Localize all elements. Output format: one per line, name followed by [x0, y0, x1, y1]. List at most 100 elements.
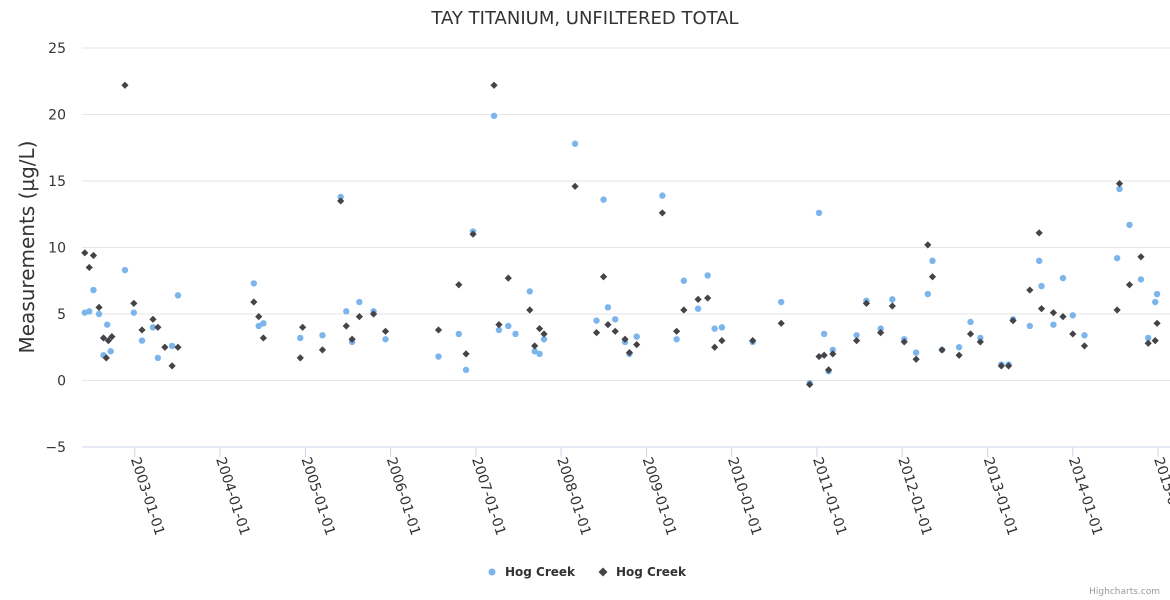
data-point-diamond[interactable]: [342, 322, 350, 330]
data-point-diamond[interactable]: [161, 343, 169, 351]
data-point-diamond[interactable]: [531, 342, 539, 350]
data-point-circle[interactable]: [138, 337, 146, 344]
data-point-circle[interactable]: [255, 322, 262, 330]
data-point-diamond[interactable]: [99, 334, 108, 342]
data-point-diamond[interactable]: [318, 346, 327, 354]
data-point-diamond[interactable]: [1035, 229, 1043, 237]
data-point-circle[interactable]: [659, 192, 666, 199]
data-point-diamond[interactable]: [174, 343, 182, 351]
data-point-diamond[interactable]: [777, 319, 785, 327]
data-point-diamond[interactable]: [1153, 319, 1161, 327]
data-point-circle[interactable]: [174, 292, 182, 299]
data-point-circle[interactable]: [929, 257, 936, 264]
data-point-circle[interactable]: [673, 336, 680, 343]
data-point-diamond[interactable]: [1115, 180, 1124, 188]
data-point-diamond[interactable]: [104, 337, 112, 345]
data-point-circle[interactable]: [86, 308, 93, 315]
data-point-diamond[interactable]: [658, 209, 666, 217]
data-point-diamond[interactable]: [1049, 309, 1058, 317]
data-point-diamond[interactable]: [829, 350, 837, 358]
data-point-circle[interactable]: [250, 280, 258, 287]
data-point-diamond[interactable]: [877, 329, 885, 337]
data-point-diamond[interactable]: [928, 273, 937, 281]
data-point-diamond[interactable]: [1026, 286, 1034, 294]
legend-label-series-1[interactable]: Hog Creek: [505, 565, 576, 579]
data-point-circle[interactable]: [924, 290, 932, 298]
data-point-circle[interactable]: [435, 353, 442, 360]
data-point-circle[interactable]: [718, 324, 726, 331]
data-point-diamond[interactable]: [571, 182, 579, 190]
data-point-diamond[interactable]: [806, 380, 814, 389]
data-point-diamond[interactable]: [704, 294, 712, 302]
data-point-diamond[interactable]: [1004, 362, 1013, 370]
data-point-diamond[interactable]: [749, 337, 757, 345]
data-point-circle[interactable]: [168, 342, 176, 350]
data-point-circle[interactable]: [512, 330, 519, 338]
data-point-circle[interactable]: [1035, 257, 1043, 264]
data-point-diamond[interactable]: [296, 354, 304, 362]
data-point-circle[interactable]: [889, 296, 896, 303]
data-point-diamond[interactable]: [633, 340, 641, 349]
data-point-diamond[interactable]: [102, 354, 110, 362]
data-point-diamond[interactable]: [938, 346, 946, 354]
data-point-circle[interactable]: [694, 305, 702, 312]
data-point-circle[interactable]: [853, 332, 860, 339]
data-point-circle[interactable]: [540, 336, 548, 343]
data-point-circle[interactable]: [1126, 221, 1133, 229]
data-point-diamond[interactable]: [815, 352, 823, 361]
data-point-circle[interactable]: [382, 336, 389, 343]
data-point-circle[interactable]: [612, 316, 619, 323]
data-point-circle[interactable]: [95, 310, 103, 318]
data-point-diamond[interactable]: [1144, 339, 1152, 347]
data-point-diamond[interactable]: [250, 298, 258, 306]
data-point-diamond[interactable]: [95, 303, 103, 311]
data-point-diamond[interactable]: [337, 197, 345, 205]
data-point-circle[interactable]: [104, 321, 111, 328]
data-point-diamond[interactable]: [997, 362, 1005, 370]
data-point-diamond[interactable]: [81, 249, 89, 257]
data-point-circle[interactable]: [977, 334, 984, 342]
data-point-diamond[interactable]: [138, 326, 146, 334]
data-point-diamond[interactable]: [1113, 306, 1121, 314]
data-point-circle[interactable]: [319, 332, 326, 339]
data-point-diamond[interactable]: [955, 351, 963, 359]
data-point-circle[interactable]: [356, 298, 363, 306]
data-point-diamond[interactable]: [540, 330, 548, 338]
data-point-diamond[interactable]: [599, 273, 608, 281]
data-point-diamond[interactable]: [976, 338, 984, 346]
data-point-diamond[interactable]: [1037, 305, 1046, 313]
data-point-diamond[interactable]: [108, 333, 116, 341]
data-point-diamond[interactable]: [535, 325, 544, 333]
data-point-circle[interactable]: [90, 286, 97, 294]
data-point-diamond[interactable]: [130, 299, 138, 307]
data-point-circle[interactable]: [1050, 321, 1057, 328]
data-point-diamond[interactable]: [604, 321, 612, 329]
data-point-circle[interactable]: [462, 366, 470, 374]
data-point-circle[interactable]: [829, 346, 836, 354]
data-point-diamond[interactable]: [1069, 330, 1077, 338]
data-point-circle[interactable]: [495, 326, 503, 334]
data-point-circle[interactable]: [600, 196, 607, 203]
data-point-diamond[interactable]: [592, 329, 601, 337]
data-point-circle[interactable]: [1081, 332, 1088, 339]
data-point-circle[interactable]: [571, 140, 579, 147]
data-point-circle[interactable]: [820, 330, 828, 338]
data-point-circle[interactable]: [531, 348, 538, 355]
data-point-circle[interactable]: [1116, 185, 1123, 193]
data-point-circle[interactable]: [1059, 274, 1067, 282]
data-point-circle[interactable]: [593, 317, 600, 324]
data-point-diamond[interactable]: [504, 274, 512, 282]
credits-link[interactable]: Highcharts.com: [1089, 587, 1160, 597]
data-point-circle[interactable]: [877, 325, 884, 332]
data-point-diamond[interactable]: [673, 327, 681, 335]
data-point-circle[interactable]: [505, 322, 512, 330]
data-point-circle[interactable]: [815, 209, 823, 217]
data-point-diamond[interactable]: [455, 281, 463, 289]
data-point-diamond[interactable]: [1151, 337, 1159, 345]
data-point-circle[interactable]: [343, 308, 350, 315]
data-point-circle[interactable]: [1144, 334, 1152, 342]
legend-item-series-1[interactable]: Hog Creek: [488, 565, 577, 579]
data-point-circle[interactable]: [967, 318, 974, 326]
data-point-diamond[interactable]: [888, 302, 896, 310]
data-point-diamond[interactable]: [348, 335, 356, 343]
